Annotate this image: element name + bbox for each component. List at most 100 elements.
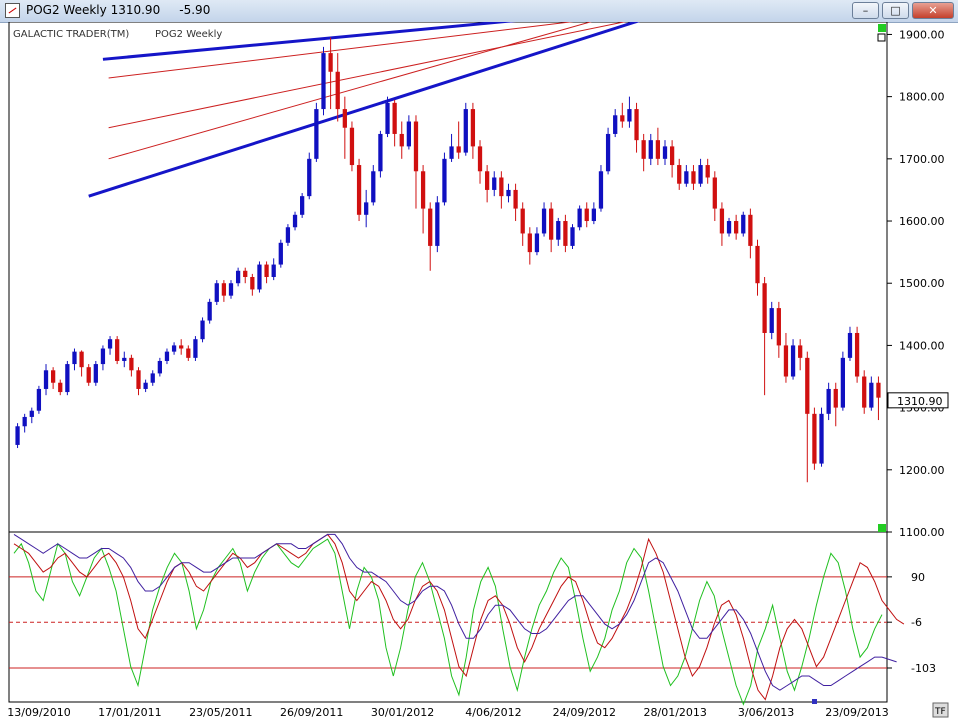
candle-body: [278, 242, 283, 265]
candle-body: [428, 208, 433, 246]
candle-body: [783, 345, 789, 377]
candle-body: [221, 283, 227, 296]
candle-body: [179, 345, 184, 349]
lower-channel-line: [88, 22, 641, 198]
candle-body: [492, 177, 497, 190]
candle-body: [769, 308, 774, 333]
timeframe-button[interactable]: [932, 702, 949, 718]
candle-body: [541, 208, 547, 234]
oscillator-panel: [8, 531, 888, 703]
candle-body: [805, 357, 810, 414]
candle-body: [627, 109, 632, 122]
candle-body: [307, 158, 312, 197]
window-title: POG2 Weekly 1310.90 -5.90: [26, 3, 210, 17]
price-chart: GALACTIC TRADER(TM) POG2 Weekly TF 90 -6 -…: [7, 22, 949, 719]
candle-body: [22, 416, 27, 427]
price-tick-label: 1500.00: [899, 277, 945, 290]
title-price: 1310.90: [110, 3, 161, 17]
timeframe-label: TF: [934, 707, 946, 717]
candle-body: [392, 102, 397, 134]
candle-body: [741, 214, 746, 234]
current-bar-marker: [812, 699, 817, 704]
candle-body: [157, 360, 162, 374]
price-tick-label: 1200.00: [899, 464, 945, 477]
osc-tick-label: 90: [911, 571, 925, 584]
candle-body: [107, 339, 113, 349]
candle-body: [719, 208, 725, 234]
date-tick-label: 4/06/2012: [465, 706, 521, 719]
candle-body: [371, 171, 376, 203]
candle-body: [527, 233, 532, 253]
candle-body: [122, 357, 127, 361]
candle-body: [705, 165, 710, 178]
upper-channel-line: [102, 22, 517, 61]
price-tick-label: 1800.00: [899, 91, 945, 104]
date-tick-label: 13/09/2010: [7, 706, 70, 719]
candle-body: [734, 221, 739, 234]
candle-body: [762, 283, 767, 333]
candle-body: [655, 140, 661, 159]
candle-body: [378, 133, 383, 172]
candle-body: [314, 109, 319, 159]
candle-body: [292, 214, 298, 228]
scroll-marker-top[interactable]: [878, 24, 886, 32]
candle-body: [271, 264, 276, 277]
candle-body: [591, 208, 596, 222]
date-tick-label: 24/09/2012: [553, 706, 616, 719]
candle-body: [869, 382, 874, 408]
price-tick-label: 1900.00: [899, 28, 945, 41]
date-tick-label: 28/01/2013: [644, 706, 707, 719]
candle-body: [840, 357, 846, 408]
candle-body: [58, 382, 63, 393]
candle-body: [300, 196, 305, 215]
last-price-label: 1310.90: [897, 395, 943, 408]
mid-channel-line: [108, 22, 592, 160]
date-tick-label: 26/09/2011: [280, 706, 343, 719]
candle-body: [228, 283, 234, 296]
oscillator-line: [13, 538, 883, 706]
date-tick-label: 23/09/2013: [825, 706, 888, 719]
candle-body: [598, 171, 604, 209]
candle-body: [876, 382, 881, 398]
candle-body: [257, 264, 262, 290]
candle-body: [335, 71, 340, 110]
candle-body: [790, 345, 796, 377]
candle-body: [200, 320, 205, 340]
candle-body: [321, 53, 326, 110]
candle-body: [349, 127, 355, 166]
candle-body: [100, 348, 106, 365]
candle-body: [435, 202, 440, 246]
panel-options-icon[interactable]: [877, 33, 886, 42]
candle-body: [79, 351, 84, 368]
scroll-marker-bottom[interactable]: [878, 524, 886, 532]
minimize-button[interactable]: –: [852, 2, 879, 19]
osc-tick-label: -103: [911, 662, 936, 675]
candle-body: [463, 109, 468, 153]
candle-body: [669, 146, 675, 166]
price-panel: [8, 22, 888, 533]
candle-body: [29, 410, 34, 417]
maximize-button[interactable]: □: [882, 2, 909, 19]
title-change: -5.90: [179, 3, 211, 17]
oscillator-line: [13, 533, 905, 701]
candle-body: [776, 308, 781, 346]
candle-body: [442, 158, 447, 203]
candle-body: [698, 165, 703, 184]
candle-body: [577, 208, 582, 228]
candle-body: [826, 388, 831, 414]
date-tick-label: 17/01/2011: [98, 706, 161, 719]
candle-body: [328, 53, 333, 72]
brand-label: GALACTIC TRADER(TM): [13, 29, 129, 40]
candle-body: [712, 177, 717, 209]
candle-body: [605, 133, 611, 172]
candle-body: [662, 146, 668, 159]
close-button[interactable]: ✕: [912, 2, 954, 19]
candle-body: [65, 364, 70, 393]
candle-body: [534, 233, 540, 253]
candle-body: [648, 140, 653, 159]
candle-body: [143, 382, 148, 389]
candle-body: [563, 221, 568, 246]
candle-body: [50, 370, 56, 383]
candle-body: [819, 413, 824, 464]
candle-body: [477, 146, 483, 172]
